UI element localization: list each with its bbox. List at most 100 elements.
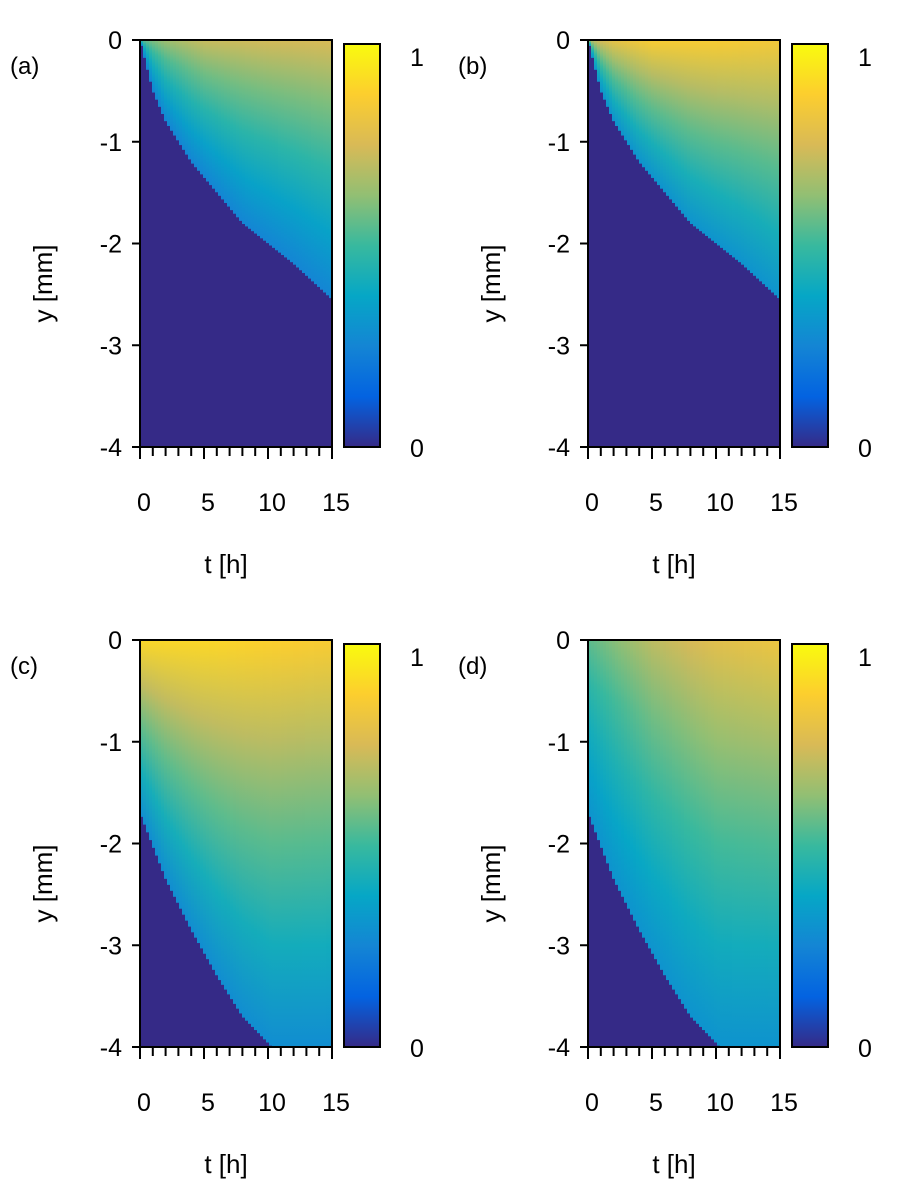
x-tick-label: 0 xyxy=(585,489,599,517)
y-axis-label: y [mm] xyxy=(476,245,506,323)
heatmap-column xyxy=(723,640,727,1047)
heatmap-column xyxy=(176,640,180,903)
heatmap-column xyxy=(621,40,625,136)
heatmap-column xyxy=(729,40,733,256)
heatmap-column xyxy=(708,40,712,239)
heatmap-column xyxy=(612,640,616,879)
heatmap-column xyxy=(164,640,168,879)
heatmap-column xyxy=(600,40,604,93)
heatmap-column xyxy=(266,40,270,244)
heatmap-column xyxy=(329,640,333,1047)
heatmap-column xyxy=(287,40,291,260)
heatmap-column xyxy=(657,40,661,186)
heatmap-column xyxy=(684,40,688,218)
x-axis-label: t [h] xyxy=(204,549,247,579)
heatmap-column xyxy=(609,40,613,115)
y-tick-label: -4 xyxy=(100,1034,122,1062)
y-tick-label: -1 xyxy=(548,729,570,757)
heatmap-column xyxy=(630,40,634,150)
y-tick-label: -3 xyxy=(548,332,570,360)
colorbar xyxy=(791,643,829,1048)
heatmap-column xyxy=(708,640,712,1037)
heatmap-column xyxy=(257,640,261,1034)
heatmap-column xyxy=(756,40,760,279)
heatmap-column xyxy=(600,640,604,848)
heatmap-column xyxy=(672,40,676,203)
x-tick-label: 10 xyxy=(706,1089,734,1117)
heatmap-column xyxy=(633,640,637,921)
heatmap-column xyxy=(290,640,294,1047)
heatmap-column xyxy=(618,640,622,891)
heatmap-column xyxy=(732,40,736,258)
heatmap-column xyxy=(212,40,216,189)
heatmap-column xyxy=(305,640,309,1047)
heatmap-column xyxy=(260,40,264,239)
heatmap-column xyxy=(179,640,183,909)
x-axis-label: t [h] xyxy=(652,549,695,579)
colorbar xyxy=(343,643,381,1048)
heatmap-column xyxy=(320,40,324,290)
heatmap-column xyxy=(308,40,312,279)
heatmap-column xyxy=(314,640,318,1047)
heatmap-column xyxy=(756,640,760,1047)
colorbar-min-label: 0 xyxy=(410,435,424,463)
heatmap-column xyxy=(215,640,219,976)
y-axis-label: y [mm] xyxy=(28,845,58,923)
heatmap-column xyxy=(735,40,739,260)
heatmap-column xyxy=(726,40,730,253)
heatmap-column xyxy=(618,40,622,131)
y-tick-label: -1 xyxy=(100,129,122,157)
heatmap-column xyxy=(669,40,673,200)
y-tick-label: -3 xyxy=(100,332,122,360)
x-tick-label: 15 xyxy=(322,489,350,517)
colorbar-min-label: 0 xyxy=(410,1035,424,1063)
heatmap-column xyxy=(639,640,643,933)
colorbar-max-label: 1 xyxy=(410,44,424,72)
heatmap-column xyxy=(732,640,736,1047)
heatmap-column xyxy=(642,640,646,938)
y-tick-label: -4 xyxy=(548,1034,570,1062)
heatmap-column xyxy=(654,640,658,960)
heatmap-column xyxy=(705,40,709,236)
x-tick-label: 15 xyxy=(770,489,798,517)
heatmap-column xyxy=(149,640,153,841)
y-tick-label: 0 xyxy=(108,627,122,655)
heatmap-column xyxy=(633,40,637,155)
y-axis-label: y [mm] xyxy=(476,845,506,923)
heatmap-column xyxy=(660,640,664,970)
heatmap-column xyxy=(230,40,234,211)
panel-d: 0-1-2-3-40 5 10 15t [h]y [mm](d) 10 xyxy=(458,627,872,1179)
heatmap-column xyxy=(167,640,171,885)
panel-b: 0-1-2-3-40 5 10 15t [h]y [mm](b) 10 xyxy=(458,27,872,579)
heatmap-column xyxy=(777,640,781,1047)
heatmap-column xyxy=(660,40,664,189)
colorbar-min-label: 0 xyxy=(858,1035,872,1063)
heatmap-column xyxy=(200,40,204,175)
panel-label: (a) xyxy=(10,53,39,80)
heatmap-column xyxy=(720,640,724,1047)
heatmap-column xyxy=(669,640,673,985)
heatmap-column xyxy=(266,640,270,1043)
heatmap-column xyxy=(311,640,315,1047)
heatmap-column xyxy=(738,40,742,263)
heatmap-column xyxy=(774,640,778,1047)
heatmap-column xyxy=(302,640,306,1047)
heatmap-column xyxy=(320,640,324,1047)
x-tick-label: 5 xyxy=(201,489,215,517)
x-tick-label: 10 xyxy=(706,489,734,517)
heatmap-column xyxy=(759,40,763,282)
heatmap-column xyxy=(254,40,258,234)
heatmap-column xyxy=(194,40,198,168)
heatmap-column xyxy=(191,640,195,933)
heatmap-column xyxy=(245,640,249,1021)
heatmap-column xyxy=(272,40,276,248)
heatmap-column xyxy=(726,640,730,1047)
colorbar-max-label: 1 xyxy=(858,44,872,72)
heatmap-column xyxy=(293,640,297,1047)
heatmap-column xyxy=(326,640,330,1047)
heatmap-column xyxy=(684,640,688,1009)
heatmap-column xyxy=(648,640,652,949)
heatmap-column xyxy=(182,640,186,915)
heatmap-column xyxy=(260,640,264,1037)
heatmap-column xyxy=(161,40,165,115)
